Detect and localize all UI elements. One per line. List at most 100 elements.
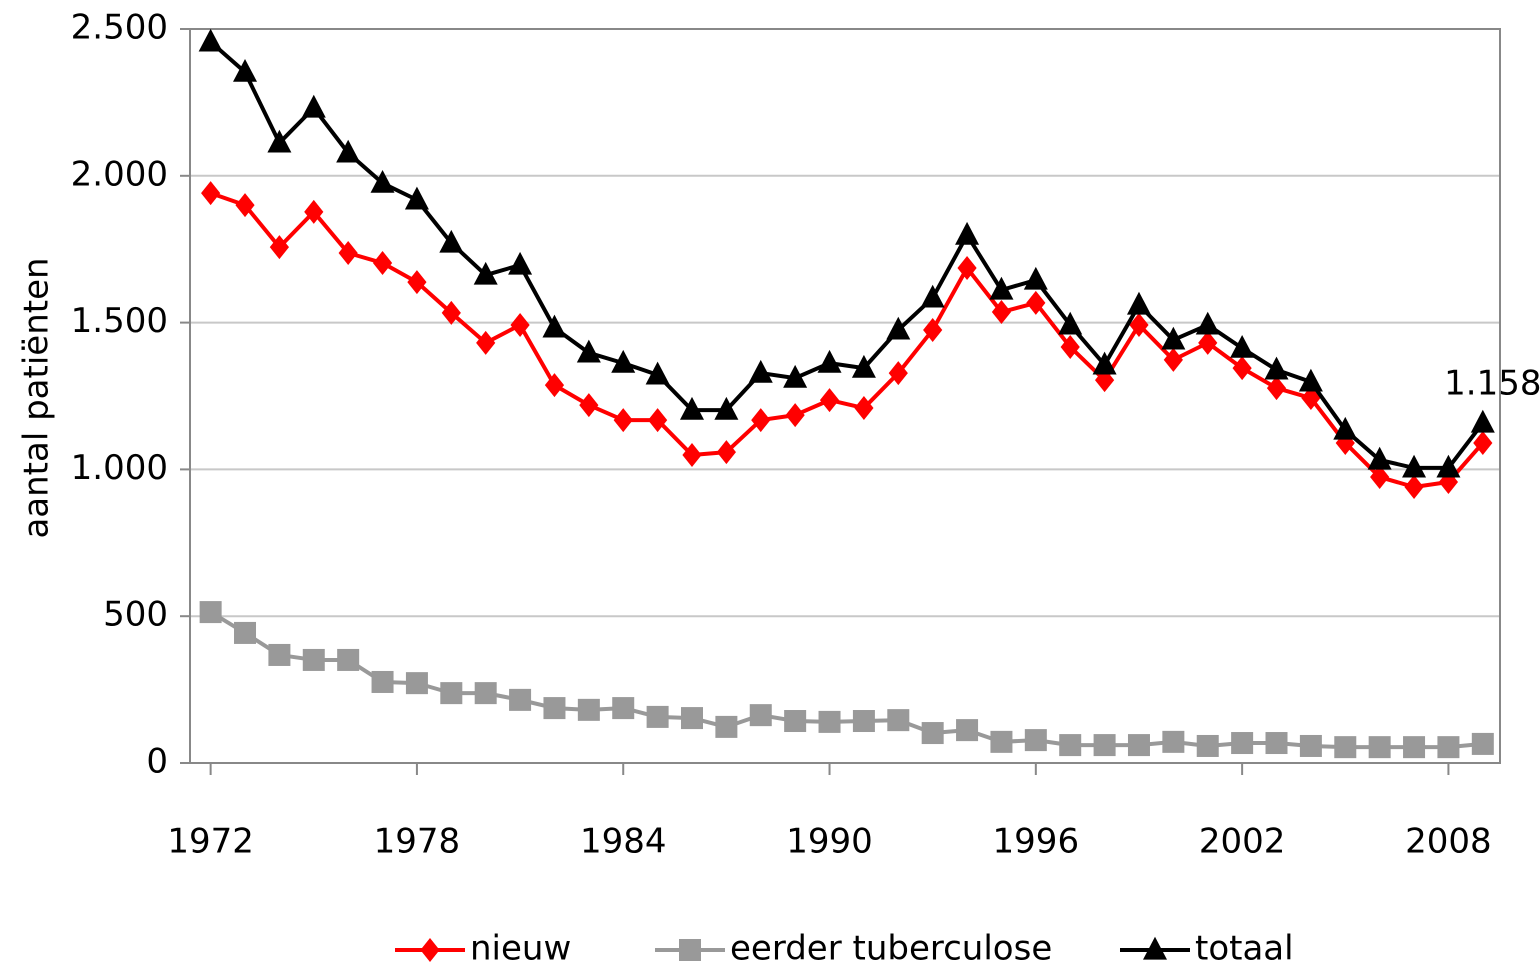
marker: [749, 704, 772, 727]
marker: [233, 58, 258, 82]
marker: [1093, 734, 1116, 757]
marker: [338, 241, 358, 266]
marker: [542, 314, 567, 338]
marker: [1059, 734, 1082, 757]
marker: [784, 710, 807, 733]
series: [201, 181, 1493, 500]
y-tick-label: 1.000: [71, 448, 168, 488]
marker: [783, 364, 808, 388]
marker: [1232, 356, 1252, 381]
marker: [991, 300, 1012, 325]
y-tick-label: 2.000: [71, 154, 168, 194]
marker: [371, 670, 394, 693]
y-tick-label: 500: [103, 595, 168, 635]
marker: [1368, 736, 1391, 759]
marker: [508, 251, 533, 275]
marker: [269, 235, 289, 260]
x-tick-label: 1978: [374, 822, 461, 862]
marker: [304, 199, 324, 224]
marker: [1127, 734, 1150, 757]
marker: [337, 648, 360, 671]
marker: [716, 440, 736, 465]
marker: [886, 316, 911, 340]
marker: [957, 255, 977, 280]
marker: [646, 705, 669, 728]
marker: [955, 221, 980, 245]
marker: [1266, 376, 1287, 401]
legend-item: eerder tuberculose: [655, 929, 1052, 969]
marker: [476, 330, 496, 355]
marker: [201, 181, 221, 206]
legend-label: totaal: [1195, 929, 1294, 969]
marker: [921, 722, 944, 745]
marker: [234, 621, 257, 644]
marker: [1436, 454, 1461, 478]
marker: [611, 349, 636, 373]
series-line: [209, 610, 1483, 750]
marker: [682, 443, 702, 468]
marker: [439, 229, 464, 253]
marker: [405, 672, 428, 695]
marker: [543, 697, 566, 720]
marker: [990, 730, 1013, 753]
marker: [888, 361, 908, 386]
marker: [267, 129, 292, 153]
marker: [1163, 347, 1183, 372]
marker: [751, 408, 771, 433]
marker: [1437, 736, 1460, 759]
marker: [199, 601, 222, 624]
x-tick-label: 1984: [580, 822, 667, 862]
marker: [1370, 465, 1390, 490]
marker: [1092, 351, 1117, 375]
marker: [404, 186, 429, 210]
marker: [612, 697, 635, 720]
marker: [1198, 330, 1218, 355]
marker: [1143, 936, 1167, 960]
marker: [1403, 736, 1426, 759]
marker: [648, 408, 668, 433]
legend-item: totaal: [1120, 929, 1294, 969]
marker: [509, 688, 532, 711]
marker: [407, 270, 427, 295]
marker: [1334, 736, 1357, 759]
marker: [1058, 311, 1083, 335]
marker: [420, 938, 440, 962]
marker: [372, 250, 393, 275]
marker: [989, 276, 1014, 300]
marker: [474, 682, 497, 705]
marker: [1471, 732, 1494, 755]
x-tick-label: 1972: [167, 822, 254, 862]
marker: [198, 28, 223, 52]
marker: [679, 396, 704, 420]
series: [198, 28, 1495, 478]
marker: [370, 169, 395, 193]
marker: [1026, 290, 1046, 315]
marker: [1161, 326, 1186, 350]
marker: [1470, 409, 1495, 433]
marker: [920, 284, 945, 308]
marker: [1231, 732, 1254, 755]
y-tick-label: 1.500: [71, 301, 168, 341]
y-axis-label: aantal patiënten: [17, 257, 57, 538]
marker: [510, 312, 530, 337]
y-tick-label: 2.500: [71, 8, 168, 48]
marker: [1060, 334, 1080, 359]
legend-label: nieuw: [470, 929, 571, 969]
marker: [1264, 356, 1289, 380]
plot-border: [189, 28, 1501, 764]
marker: [923, 317, 943, 342]
y-tick-label: 0: [146, 742, 168, 782]
marker: [302, 648, 325, 671]
marker: [301, 94, 326, 118]
marker: [1404, 475, 1424, 500]
marker: [235, 193, 255, 218]
marker: [1299, 734, 1322, 757]
marker: [1196, 734, 1219, 757]
marker: [715, 715, 738, 738]
marker: [1367, 446, 1392, 470]
marker: [1298, 368, 1323, 392]
marker: [819, 388, 840, 413]
marker: [579, 393, 599, 418]
marker: [577, 698, 600, 721]
